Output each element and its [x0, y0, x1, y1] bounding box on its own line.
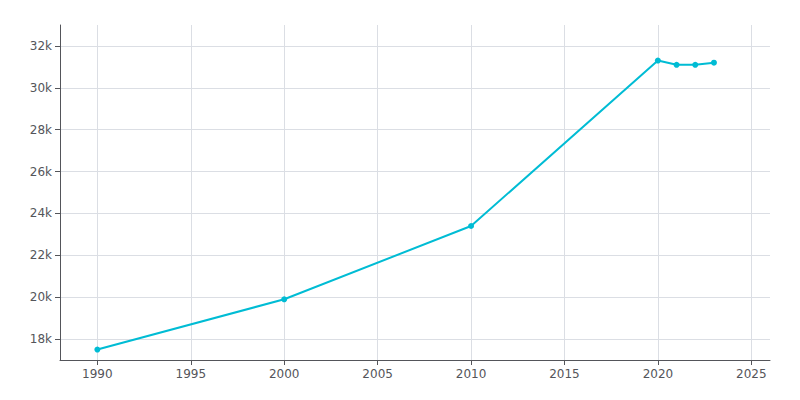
- svg-text:2015: 2015: [549, 367, 580, 381]
- svg-text:28k: 28k: [30, 123, 52, 137]
- svg-text:24k: 24k: [30, 206, 52, 220]
- svg-text:2010: 2010: [456, 367, 487, 381]
- svg-text:2020: 2020: [643, 367, 674, 381]
- svg-text:22k: 22k: [30, 248, 52, 262]
- svg-text:30k: 30k: [30, 81, 52, 95]
- svg-text:26k: 26k: [30, 165, 52, 179]
- svg-text:32k: 32k: [30, 39, 52, 53]
- svg-text:1995: 1995: [176, 367, 207, 381]
- svg-text:20k: 20k: [30, 290, 52, 304]
- svg-text:1990: 1990: [82, 367, 113, 381]
- svg-text:2005: 2005: [362, 367, 393, 381]
- svg-text:2025: 2025: [736, 367, 767, 381]
- svg-text:2000: 2000: [269, 367, 300, 381]
- svg-text:18k: 18k: [30, 332, 52, 346]
